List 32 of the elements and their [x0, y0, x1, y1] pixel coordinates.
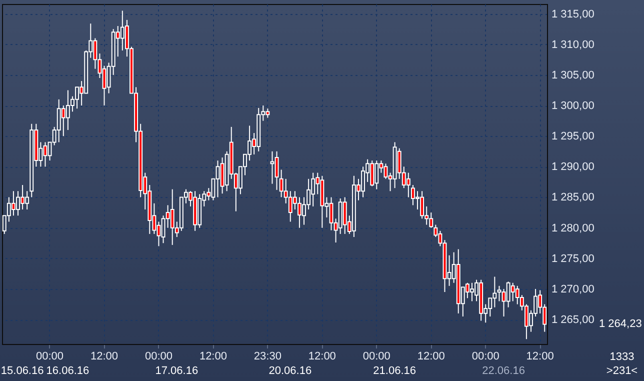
y-tick-label: 1 310,00: [552, 38, 594, 51]
y-tick-label: 1 300,00: [552, 100, 594, 112]
text: 1 264,23: [599, 318, 642, 330]
y-tick-label: 1 295,00: [552, 130, 594, 143]
text: >231<: [606, 365, 638, 377]
text: 17.06.16: [155, 365, 198, 377]
x-tick-label: 23:30: [254, 350, 282, 362]
y-tick-label: 1 290,00: [552, 161, 594, 174]
x-tick-label: 00:00: [36, 350, 64, 362]
x-tick-label: 12:00: [308, 350, 336, 362]
text: 1333: [610, 351, 634, 363]
x-tick-label: 00:00: [144, 350, 172, 362]
text: 20.06.16: [268, 365, 312, 377]
text: 15.06.16: [0, 365, 44, 377]
x-tick-label: 00:00: [362, 350, 390, 362]
y-tick-label: 1 285,00: [552, 192, 594, 204]
x-tick-label: 00:00: [472, 350, 500, 362]
text: 16.06.16: [46, 365, 90, 377]
x-tick-label: 12:00: [417, 350, 445, 362]
x-tick-label: 12:00: [90, 350, 118, 362]
text: 21.06.16: [373, 365, 416, 377]
candlestick: [406, 172, 410, 198]
y-tick-label: 1 305,00: [552, 69, 594, 82]
y-tick-label: 1 275,00: [552, 252, 594, 265]
y-tick-label: 1 315,00: [552, 8, 594, 20]
x-tick-label: 12:00: [199, 350, 227, 362]
y-tick-label: 1 265,00: [552, 314, 594, 326]
text: 22.06.16: [482, 365, 525, 377]
y-tick-label: 1 270,00: [552, 283, 594, 296]
candlestick: [497, 285, 502, 302]
x-tick-label: 12:00: [526, 350, 554, 362]
y-tick-label: 1 280,00: [552, 222, 594, 234]
